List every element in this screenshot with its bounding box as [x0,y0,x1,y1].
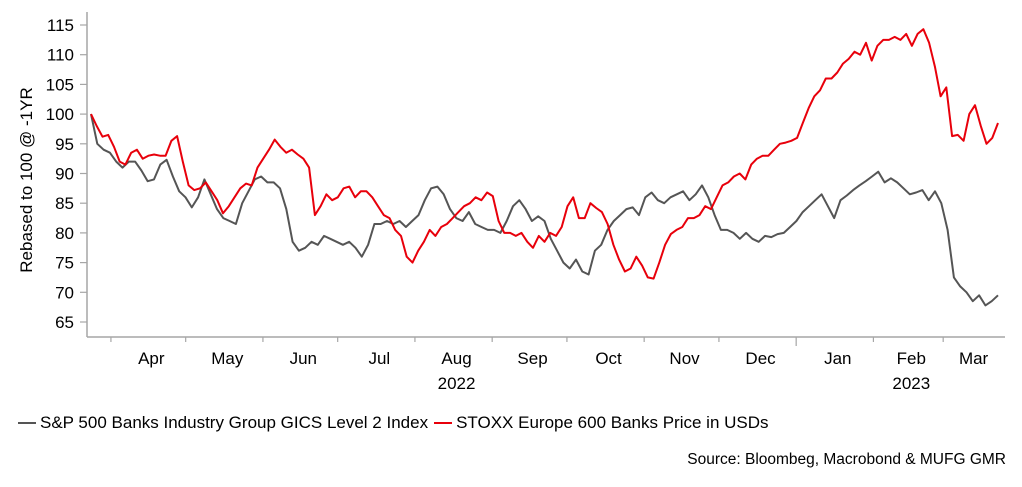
series-line-sp500-banks [90,113,999,307]
legend-label-sp500-banks: S&P 500 Banks Industry Group GICS Level … [40,413,429,432]
x-tick-label: Jun [290,349,317,368]
x-tick-label: Dec [745,349,776,368]
series-layer [90,28,999,307]
y-tick-label: 95 [55,135,74,154]
x-tick-label: May [211,349,244,368]
legend: S&P 500 Banks Industry Group GICS Level … [18,413,775,433]
legend-label-stoxx-banks: STOXX Europe 600 Banks Price in USDs [456,413,769,432]
x-axis: Apr May Jun Jul Aug Sep Oct Nov Dec Jan Feb Mar 2022… [87,336,1005,393]
y-tick-label: 105 [46,75,74,94]
x-tick-label: Sep [517,349,547,368]
legend-item-sp500-banks: S&P 500 Banks Industry Group GICS Level … [18,413,428,433]
x-tick-label: Jan [824,349,851,368]
legend-item-stoxx-banks: STOXX Europe 600 Banks Price in USDs [434,413,769,433]
y-tick-label: 85 [55,194,74,213]
x-tick-label: Oct [595,349,622,368]
y-tick-label: 100 [46,105,74,124]
x-tick-label: Apr [138,349,165,368]
series-line-stoxx-banks [90,28,999,280]
x-year-label: 2023 [892,374,930,393]
x-tick-label: Feb [897,349,926,368]
x-tick-label: Nov [669,349,700,368]
legend-swatch-stoxx-banks [434,422,453,424]
y-axis: 65 70 75 80 85 90 95 100 105 110 115 [46,12,88,337]
x-tick-label: Jul [368,349,390,368]
x-tick-label: Mar [959,349,989,368]
x-year-label: 2022 [438,374,476,393]
y-tick-label: 110 [47,46,74,65]
y-tick-label: 75 [55,254,74,273]
y-tick-label: 115 [47,16,74,35]
source-note: Source: Bloombeg, Macrobond & MUFG GMR [687,451,1006,468]
x-tick-label: Aug [441,349,471,368]
y-tick-label: 90 [55,165,74,184]
y-tick-label: 65 [55,313,74,332]
y-axis-title: Rebased to 100 @ -1YR [17,87,36,272]
y-tick-label: 70 [55,283,74,302]
y-tick-label: 80 [55,224,74,243]
legend-swatch-sp500-banks [18,422,36,424]
